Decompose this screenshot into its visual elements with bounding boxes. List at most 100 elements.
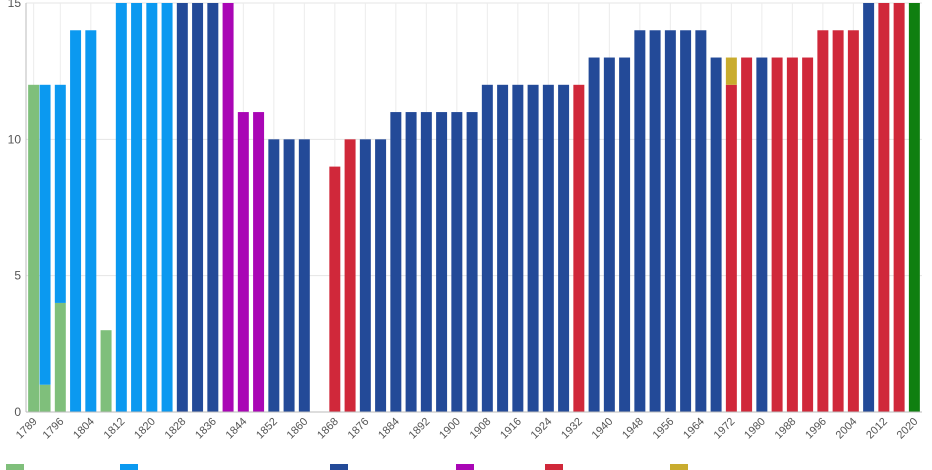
bar-1924-series-2[interactable] [542,84,554,413]
bar-1796-series-0[interactable] [54,302,66,412]
x-tick-label: 1789 [14,416,40,442]
bar-1884-series-2[interactable] [390,112,402,412]
x-tick-label: 1868 [315,416,341,442]
bar-1980-series-2[interactable] [756,57,768,412]
bar-2012-series-4[interactable] [878,3,890,412]
legend-swatch[interactable] [6,464,24,470]
legend-swatch[interactable] [545,464,563,470]
x-tick-label: 1964 [681,416,707,442]
bar-1916-series-2[interactable] [512,84,524,413]
bar-2016-series-4[interactable] [893,3,905,412]
bar-1852-series-2[interactable] [268,139,280,412]
x-tick-label: 2004 [834,416,860,442]
bar-1900-series-2[interactable] [451,112,463,412]
legend-swatch[interactable] [670,464,688,470]
bar-1972-series-4[interactable] [725,84,737,413]
bar-1860-series-2[interactable] [298,139,310,412]
bar-1936-series-2[interactable] [588,57,600,412]
bar-1912-series-2[interactable] [497,84,509,413]
x-tick-label: 1796 [41,416,67,442]
bar-1904-series-2[interactable] [466,112,478,412]
y-tick-label: 15 [8,0,22,10]
bar-1988-series-4[interactable] [786,57,798,412]
bar-1848-series-3[interactable] [253,112,265,412]
x-tick-label: 1836 [193,416,219,442]
bar-1940-series-2[interactable] [603,57,615,412]
bar-2020-series-6[interactable] [908,3,920,412]
y-tick-label: 10 [8,132,22,146]
bar-1984-series-4[interactable] [771,57,783,412]
x-tick-label: 1972 [712,416,738,442]
bar-1800-series-1[interactable] [70,30,82,413]
bar-1832-series-2[interactable] [192,3,204,412]
x-tick-label: 1884 [376,416,402,442]
x-tick-label: 1956 [651,416,677,442]
bar-1844-series-3[interactable] [237,112,249,412]
bar-1960-series-2[interactable] [680,30,692,413]
x-tick-label: 1996 [803,416,829,442]
x-tick-label: 1828 [163,416,189,442]
x-tick-label: 1892 [407,416,433,442]
bar-1856-series-2[interactable] [283,139,295,412]
bars-layer [28,3,920,413]
bar-1868-series-4[interactable] [329,166,341,412]
x-tick-label: 1844 [224,416,250,442]
bar-1880-series-2[interactable] [375,139,387,412]
x-tick-label: 1932 [559,416,585,442]
bar-1828-series-2[interactable] [176,3,188,412]
x-tick-label: 1980 [742,416,768,442]
bar-1932-series-4[interactable] [573,84,585,413]
bar-1872-series-4[interactable] [344,139,356,412]
bar-1896-series-2[interactable] [436,112,448,412]
x-tick-label: 1924 [529,416,555,442]
bar-1840-series-3[interactable] [222,3,234,412]
x-tick-label: 1908 [468,416,494,442]
x-axis: 1789 1796 1804 1812 1820 1828 1836 1844 1852 1860… [14,411,922,442]
bar-1888-series-2[interactable] [405,112,417,412]
bar-1972-series-5[interactable] [725,57,737,85]
bar-1796-series-1[interactable] [54,84,66,303]
x-tick-label: 1876 [346,416,372,442]
bar-1908-series-2[interactable] [481,84,493,413]
x-tick-label: 1940 [590,416,616,442]
bar-1816-series-1[interactable] [131,3,143,412]
bar-2004-series-4[interactable] [847,30,859,413]
x-tick-label: 1948 [620,416,646,442]
bar-1789-series-0[interactable] [28,84,40,413]
x-tick-label: 1804 [71,416,97,442]
bar-1976-series-4[interactable] [741,57,753,412]
x-tick-label: 1820 [132,416,158,442]
bar-1996-series-4[interactable] [817,30,829,413]
bar-1836-series-2[interactable] [207,3,219,412]
x-tick-label: 1852 [254,416,280,442]
bar-1928-series-2[interactable] [558,84,570,413]
bar-1808-series-0[interactable] [100,330,112,412]
bar-1964-series-2[interactable] [695,30,707,413]
legend-swatch[interactable] [330,464,348,470]
bar-1992-series-4[interactable] [802,57,814,412]
bar-1948-series-2[interactable] [634,30,646,413]
x-tick-label: 2012 [864,416,890,442]
bar-2000-series-4[interactable] [832,30,844,413]
bar-1792-series-1[interactable] [39,84,51,385]
bar-1892-series-2[interactable] [420,112,432,412]
y-tick-label: 5 [14,269,21,283]
x-tick-label: 1916 [498,416,524,442]
bar-1812-series-1[interactable] [115,3,127,412]
x-tick-label: 1812 [102,416,128,442]
bar-1956-series-2[interactable] [664,30,676,413]
bar-1876-series-2[interactable] [359,139,371,412]
bar-1968-series-2[interactable] [710,57,722,412]
bar-1944-series-2[interactable] [619,57,631,412]
legend-swatch[interactable] [456,464,474,470]
bar-1820-series-1[interactable] [146,3,158,412]
bar-2008-series-2[interactable] [863,3,875,412]
bar-1792-series-0[interactable] [39,384,51,412]
legend-swatch[interactable] [120,464,138,470]
bar-1824-series-1[interactable] [161,3,173,412]
x-tick-label: 1900 [437,416,463,442]
bar-1920-series-2[interactable] [527,84,539,413]
bar-1804-series-1[interactable] [85,30,97,413]
bar-1952-series-2[interactable] [649,30,661,413]
x-tick-label: 1988 [773,416,799,442]
